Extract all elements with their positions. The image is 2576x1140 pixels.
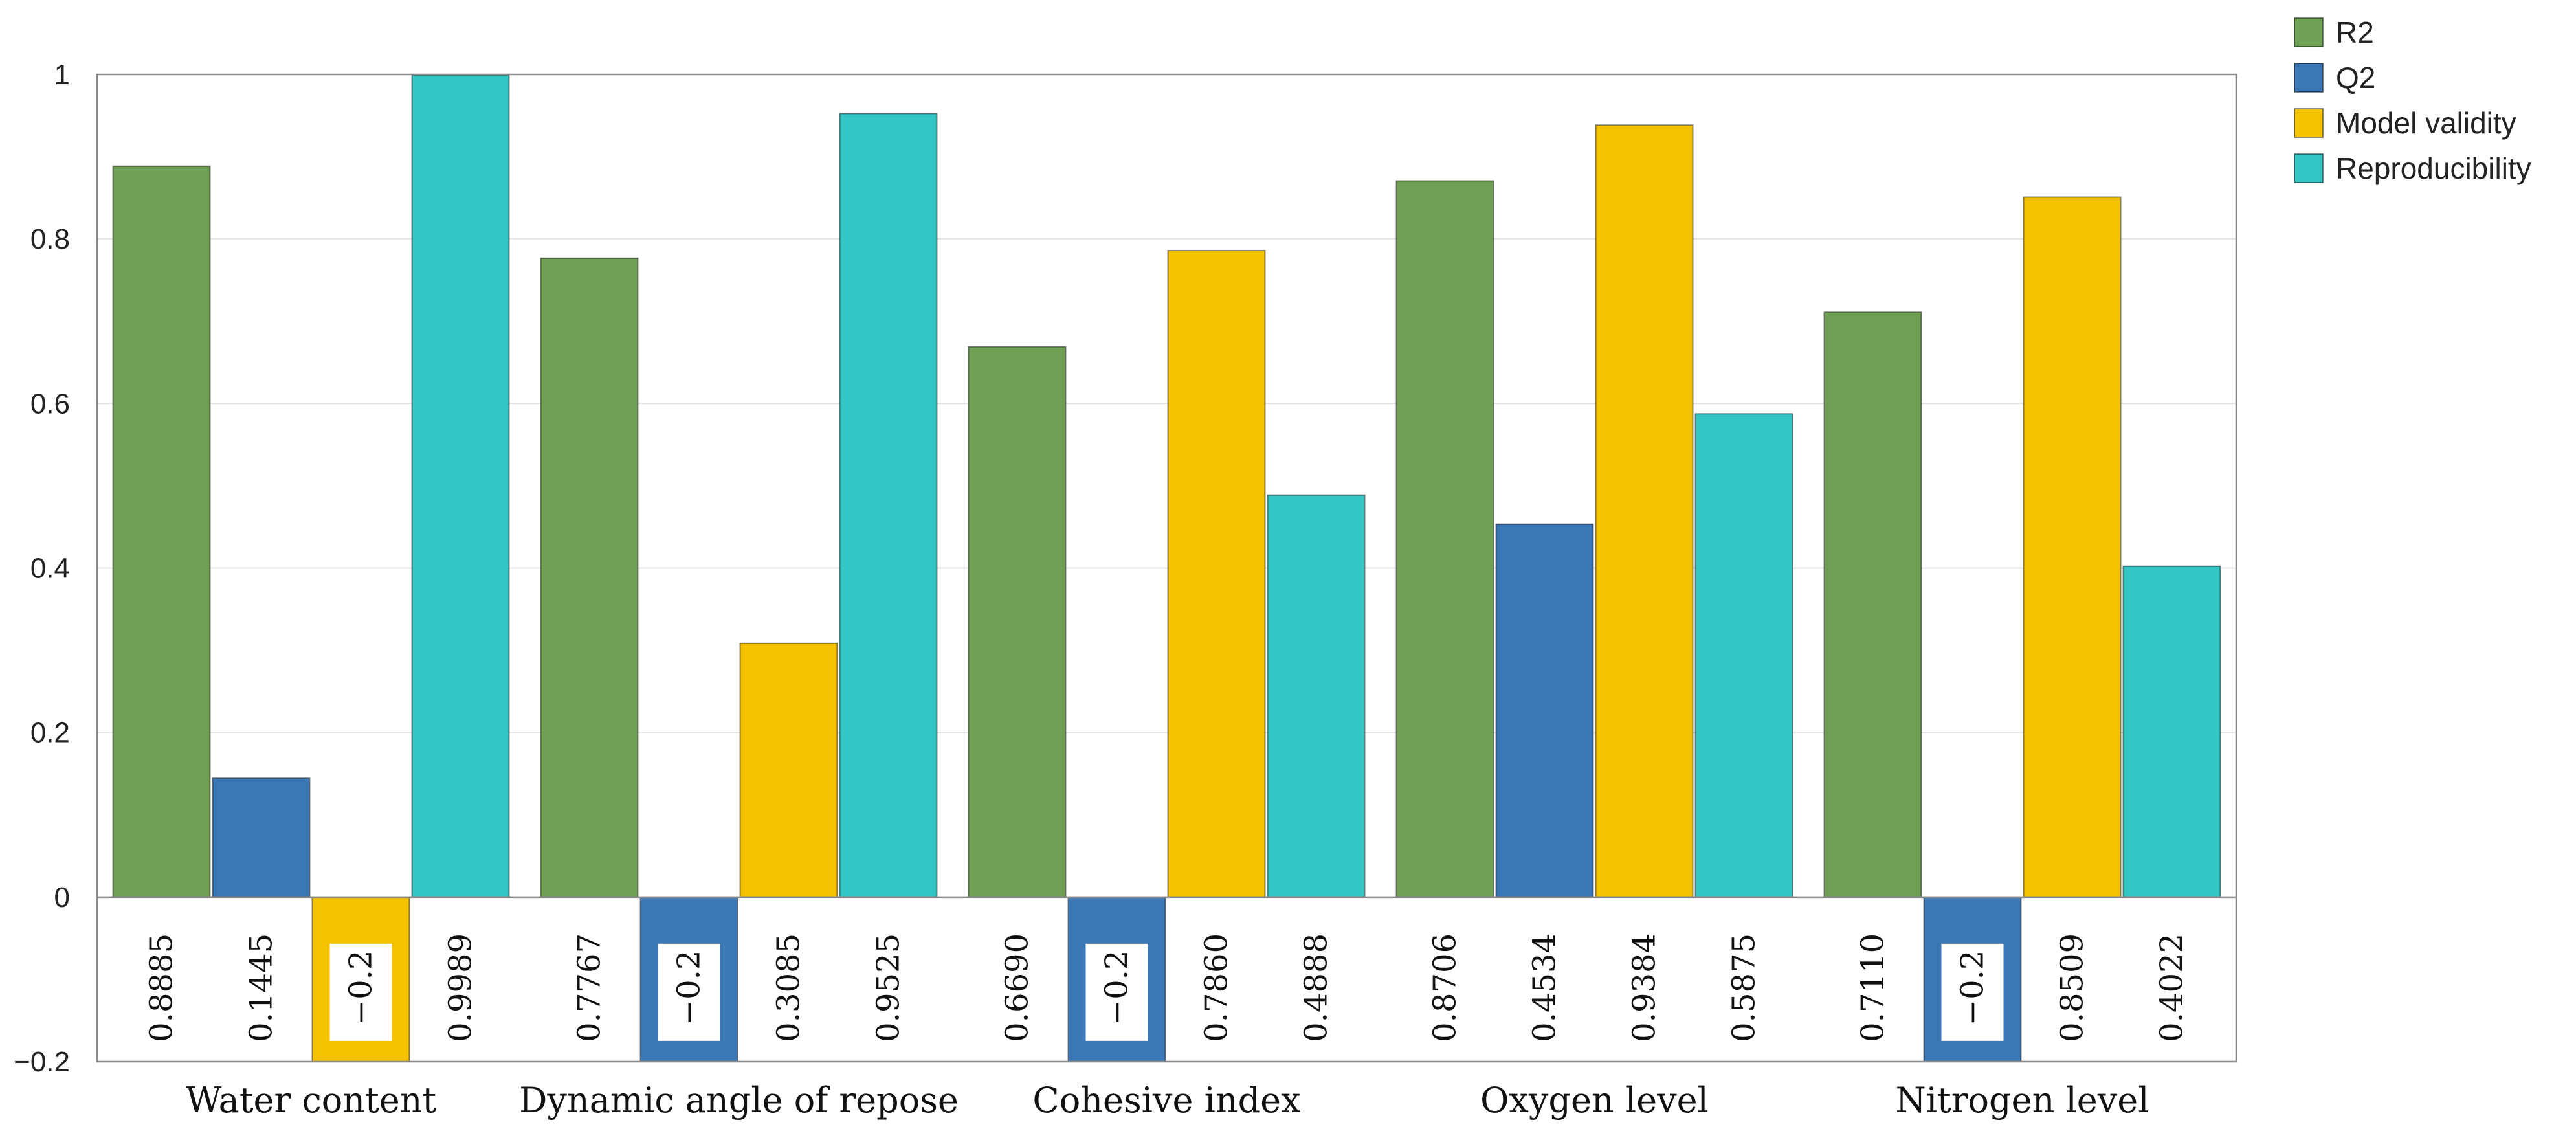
- value-label: 0.9525: [871, 933, 907, 1042]
- value-label: −0.2: [1099, 950, 1135, 1026]
- bar: [739, 642, 838, 898]
- bar: [1267, 494, 1366, 898]
- value-label: −0.2: [1955, 950, 1991, 1026]
- bar: [1823, 311, 1922, 898]
- bars: [112, 74, 2221, 1063]
- value-label: 0.5875: [1726, 933, 1762, 1042]
- value-label-background: [329, 943, 392, 1041]
- bar: [839, 113, 938, 898]
- x-category-label: Water content: [186, 1080, 437, 1121]
- bar: [1495, 523, 1594, 898]
- y-tick-label: 0.8: [30, 223, 70, 255]
- value-label: 0.3085: [771, 933, 807, 1042]
- value-label: 0.8885: [144, 933, 180, 1042]
- bar: [2023, 196, 2122, 898]
- value-label: 0.1445: [243, 933, 280, 1042]
- value-label-background: [1085, 943, 1148, 1041]
- legend-swatch: [2294, 108, 2324, 138]
- value-label-background: [1941, 943, 2004, 1041]
- bar: [968, 346, 1067, 898]
- value-label: 0.4534: [1527, 933, 1563, 1042]
- value-label: −0.2: [671, 950, 707, 1026]
- value-label: 0.6690: [999, 933, 1036, 1042]
- bar: [2122, 565, 2221, 898]
- x-category-label: Nitrogen level: [1896, 1080, 2149, 1121]
- x-category-label: Oxygen level: [1480, 1080, 1709, 1121]
- value-label: 0.7860: [1199, 933, 1235, 1042]
- axes: −0.2 0 0.2 0.4 0.6 0.8 1 Water content Dynamic a…: [14, 59, 2237, 1121]
- value-label: 0.9989: [443, 933, 479, 1042]
- value-labels: 0.8885 0.1445 −0.2 0.9989 0.7767 −0.2 0.3085 0.…: [144, 933, 2190, 1042]
- legend-label: R2: [2336, 16, 2374, 49]
- x-category-label: Dynamic angle of repose: [519, 1080, 959, 1121]
- legend: R2 Q2 Model validity Reproducibility: [2294, 16, 2531, 185]
- value-label-background: [658, 943, 720, 1041]
- bar: [1595, 124, 1694, 898]
- legend-swatch: [2294, 153, 2324, 183]
- bar: [212, 777, 311, 898]
- y-tick-label: 1: [54, 59, 70, 91]
- value-label: 0.8706: [1427, 933, 1463, 1042]
- y-tick-label: 0.4: [30, 553, 70, 585]
- y-tick-label: 0.6: [30, 388, 70, 419]
- legend-label: Model validity: [2336, 106, 2516, 140]
- bar: [1395, 180, 1494, 898]
- bar: [411, 74, 510, 898]
- legend-swatch: [2294, 63, 2324, 93]
- bar: [1167, 249, 1266, 898]
- value-label: 0.7110: [1855, 933, 1891, 1042]
- y-tick-label: 0.2: [30, 717, 70, 749]
- value-label: 0.7767: [572, 933, 608, 1042]
- bar: [540, 257, 639, 898]
- legend-label: Reproducibility: [2336, 151, 2531, 185]
- value-label: 0.4888: [1298, 933, 1335, 1042]
- legend-swatch: [2294, 17, 2324, 47]
- y-tick-label: 0: [54, 882, 70, 913]
- x-category-label: Cohesive index: [1032, 1080, 1300, 1121]
- value-label: 0.9384: [1627, 933, 1663, 1042]
- plot-frame: [96, 73, 2237, 1063]
- bar: [1694, 413, 1793, 898]
- y-tick-label: −0.2: [14, 1046, 70, 1078]
- value-label: 0.4022: [2154, 933, 2190, 1042]
- legend-label: Q2: [2336, 61, 2375, 95]
- value-label: 0.8509: [2054, 933, 2091, 1042]
- bar: [112, 165, 211, 898]
- value-label: −0.2: [343, 950, 379, 1026]
